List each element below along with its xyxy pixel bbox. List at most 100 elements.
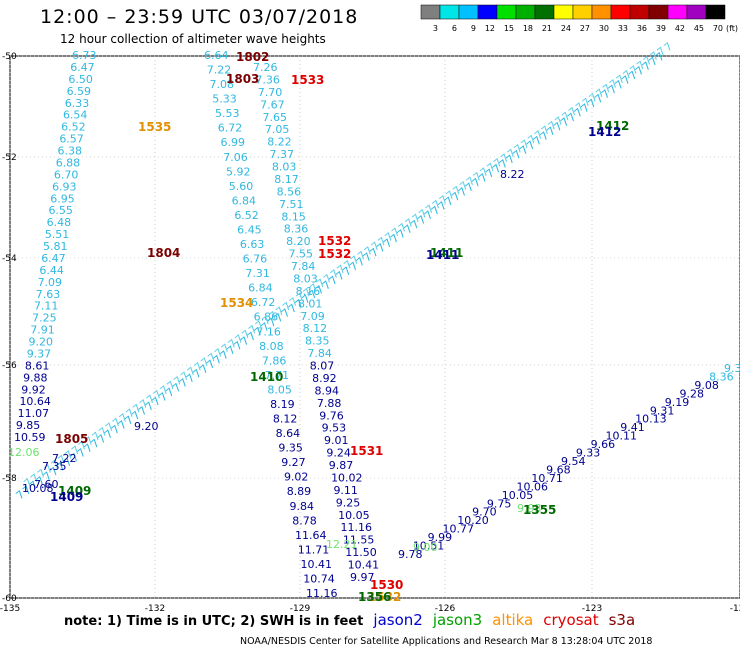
swh-value-track-c: 7.26 — [253, 61, 278, 74]
swh-value-track-e: 10.11 — [605, 430, 637, 443]
swh-value-track-c: 9.24 — [326, 447, 351, 460]
swh-value-track-b: 8.12 — [273, 413, 298, 426]
swh-value-track-a: 6.47 — [41, 252, 66, 265]
swh-value-track-b: 5.92 — [226, 165, 251, 178]
swh-value-track-e: 9.66 — [591, 438, 616, 451]
swh-value-track-e: 9.54 — [561, 455, 586, 468]
swh-value-track-c: 8.94 — [315, 384, 340, 397]
swh-value-track-a: 9.20 — [29, 336, 54, 349]
legend-altika: altika — [492, 611, 534, 629]
swh-value-track-c: 7.67 — [260, 98, 285, 111]
altimeter-tracks: 6.736.476.506.596.336.546.526.576.386.88… — [8, 40, 740, 600]
swh-value-track-a: 6.47 — [70, 61, 95, 74]
swh-value-track-c: 7.70 — [258, 86, 283, 99]
swh-value-track-c: 9.97 — [350, 571, 375, 584]
swh-value-track-e: 9.93 — [517, 502, 542, 515]
scale-label: 21 — [542, 24, 552, 33]
swh-value-track-c: 7.84 — [307, 347, 332, 360]
scale-label: 18 — [523, 24, 533, 33]
lat-tick-label: -56 — [2, 361, 17, 371]
swh-value-track-b: 9.27 — [281, 456, 306, 469]
swh-value-track-a: 6.44 — [39, 264, 64, 277]
swh-value-track-c: 11.55 — [343, 534, 375, 547]
swh-value-track-b: 6.84 — [232, 194, 257, 207]
credit-line: NOAA/NESDIS Center for Satellite Applica… — [240, 636, 653, 647]
swh-value-track-a: 5.81 — [43, 240, 68, 253]
swh-value-track-e: 9.28 — [680, 387, 705, 400]
swh-value-track-e: 9.33 — [576, 447, 601, 460]
lon-tick-label: -135 — [0, 604, 20, 614]
legend-jason3: jason3 — [432, 611, 483, 629]
swh-value-track-b: 7.06 — [223, 151, 248, 164]
swh-value-track-b: 9.35 — [278, 442, 303, 455]
swh-value-track-e: 10.20 — [457, 514, 489, 527]
swh-value-track-e: 9.70 — [472, 506, 497, 519]
scale-label: 42 — [675, 24, 685, 33]
pass-time-label: 1530 — [370, 578, 403, 592]
swh-value-track-e: 9.31 — [650, 404, 675, 417]
swh-value-track-c: 7.05 — [265, 123, 290, 136]
swh-value-track-b: 10.41 — [300, 558, 332, 571]
swh-value-track-c: 10.02 — [331, 471, 363, 484]
swh-value-track-b: 6.72 — [218, 122, 243, 135]
swh-value-track-c: 8.36 — [284, 223, 309, 236]
swh-value-track-a: 6.73 — [72, 49, 97, 62]
legend-s3a: s3a — [608, 611, 636, 629]
pass-time-label: 1532 — [368, 590, 401, 604]
swh-value-track-c: 8.03 — [272, 161, 297, 174]
swh-value-stray: 10.08 — [22, 482, 54, 495]
swh-value-track-b: 5.33 — [212, 93, 237, 106]
pass-time-label: 1409 — [58, 484, 91, 498]
swh-value-track-a: 7.63 — [36, 288, 61, 301]
scale-label: 15 — [504, 24, 514, 33]
swh-value-track-a: 9.85 — [16, 419, 41, 432]
pass-time-label: 1535 — [138, 120, 171, 134]
swh-value-track-c: 8.15 — [281, 210, 306, 223]
swh-value-track-e: 10.06 — [517, 480, 549, 493]
swh-value-stray: 12.21 — [326, 538, 358, 551]
swh-value-track-b: 8.08 — [259, 340, 284, 353]
map-frame — [9, 55, 740, 599]
lon-tick-label: -120 — [730, 604, 740, 614]
lat-tick-label: -60 — [2, 594, 17, 604]
swh-value-track-c: 7.51 — [279, 198, 304, 211]
swh-value-track-c: 7.88 — [317, 397, 342, 410]
lat-tick-label: -52 — [2, 153, 17, 163]
swh-value-track-b: 11.71 — [298, 543, 330, 556]
swh-value-track-a: 6.70 — [54, 168, 79, 181]
pass-time-label: 1411 — [426, 248, 459, 262]
pass-time-label: 1412 — [596, 119, 629, 133]
legend-cryosat: cryosat — [543, 611, 599, 629]
pass-time-label: 1802 — [236, 50, 269, 64]
swh-value-track-a: 8.61 — [25, 359, 50, 372]
swh-value-track-a: 6.93 — [52, 180, 77, 193]
pass-time-label: 1804 — [147, 246, 180, 260]
swh-value-diagonal: 7.60 — [34, 478, 59, 491]
swh-value-track-e: 9.75 — [487, 497, 512, 510]
scale-swatch — [705, 4, 726, 20]
scale-label: 36 — [637, 24, 647, 33]
pass-time-label: 1803 — [226, 72, 259, 86]
note-text: note: 1) Time is in UTC; 2) SWH is in fe… — [64, 614, 364, 629]
swh-value-track-c: 8.07 — [310, 360, 335, 373]
swh-value-track-c: 8.01 — [298, 297, 323, 310]
swh-value-track-b: 8.05 — [267, 383, 292, 396]
swh-value-track-e: 9.19 — [665, 396, 690, 409]
pass-time-label: 1356 — [358, 590, 391, 604]
lon-tick-label: -126 — [435, 604, 456, 614]
scale-unit: (ft) — [726, 24, 738, 33]
pass-time-label: 1534 — [220, 296, 253, 310]
swh-value-stray: 8.22 — [500, 168, 525, 181]
swh-value-track-e: 10.13 — [635, 413, 667, 426]
scale-label: 9 — [471, 24, 476, 33]
swh-value-track-b: 6.72 — [251, 296, 276, 309]
swh-value-track-a: 6.88 — [56, 156, 81, 169]
footer-note: note: 1) Time is in UTC; 2) SWH is in fe… — [64, 611, 635, 629]
swh-value-track-c: 8.16 — [296, 285, 321, 298]
swh-value-track-a: 6.54 — [63, 109, 88, 122]
swh-value-track-b: 11.64 — [295, 529, 327, 542]
swh-value-track-b: 6.45 — [237, 223, 262, 236]
map-title: 12:00 – 23:59 UTC 03/07/2018 — [40, 6, 359, 28]
swh-value-track-e: 10.71 — [531, 472, 563, 485]
